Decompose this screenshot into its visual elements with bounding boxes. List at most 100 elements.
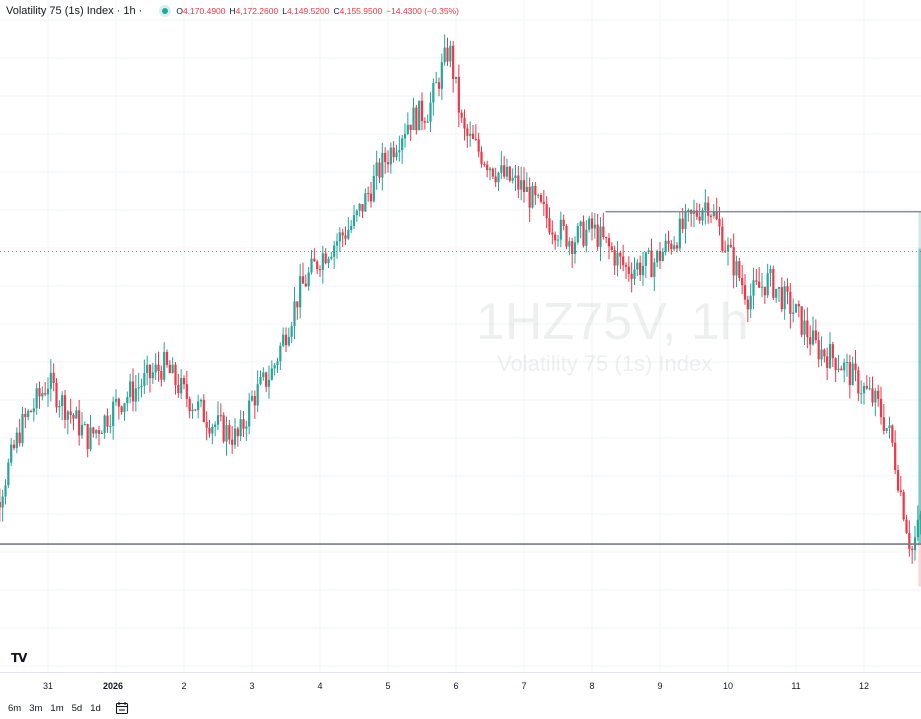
candle-body xyxy=(205,422,208,428)
candle-body xyxy=(616,252,619,266)
candle-body xyxy=(279,345,282,362)
candle-body xyxy=(701,210,704,221)
candle-body xyxy=(429,102,432,122)
candle-body xyxy=(622,256,625,266)
candle-body xyxy=(709,215,713,217)
candle-body xyxy=(772,268,775,298)
candle-body xyxy=(554,234,557,241)
candle-body xyxy=(775,288,778,298)
candle-body xyxy=(874,390,877,403)
candle-body xyxy=(137,387,140,389)
candle-body xyxy=(95,430,98,434)
candle-body xyxy=(242,419,245,429)
time-axis-tick-label: 2026 xyxy=(102,681,124,691)
time-axis-tick-label: 5 xyxy=(385,681,391,691)
candle-body xyxy=(763,286,766,296)
candle-body xyxy=(531,185,534,208)
candle-body xyxy=(63,395,67,420)
candle-body xyxy=(364,193,367,212)
candle-body xyxy=(911,548,914,551)
candle-body xyxy=(86,424,89,450)
candle-body xyxy=(310,258,313,273)
candle-body xyxy=(239,419,242,437)
candle-body xyxy=(741,277,744,286)
candle-body xyxy=(330,256,333,259)
candle-body xyxy=(483,164,486,166)
candle-body xyxy=(276,361,279,366)
candle-body xyxy=(525,186,528,192)
candle-body xyxy=(344,235,347,239)
timeframe-1d-button[interactable]: 1d xyxy=(90,702,101,714)
symbol-title[interactable]: Volatility 75 (1s) Index · 1h · xyxy=(6,5,143,17)
candle-body xyxy=(800,306,803,335)
candle-body xyxy=(75,410,78,419)
candle-body xyxy=(24,413,27,418)
candle-body xyxy=(199,399,203,402)
ohlc-change: −14.4300 (−0.35%) xyxy=(386,6,459,16)
candle-body xyxy=(681,218,684,230)
candle-body xyxy=(602,226,605,238)
watermark-symbol: 1HZ75V, 1h xyxy=(476,293,749,351)
candle-body xyxy=(163,351,166,380)
candle-body xyxy=(154,364,157,373)
candle-body xyxy=(457,76,460,113)
candle-body xyxy=(588,218,591,230)
timeframe-5d-button[interactable]: 5d xyxy=(71,702,83,714)
candle-body xyxy=(877,390,880,399)
candle-body xyxy=(151,372,154,379)
candle-body xyxy=(395,152,398,158)
tradingview-logo-icon[interactable]: TV xyxy=(11,651,28,665)
candle-body xyxy=(539,194,543,202)
candle-body xyxy=(443,47,446,63)
calendar-range-icon[interactable] xyxy=(115,701,129,715)
candle-body xyxy=(726,244,730,252)
candle-body xyxy=(296,301,299,308)
candle-body xyxy=(882,417,885,431)
candle-body xyxy=(324,253,327,264)
candle-body xyxy=(860,393,863,395)
candle-body xyxy=(834,358,837,371)
timeframe-1m-button[interactable]: 1m xyxy=(50,702,64,714)
candle-body xyxy=(610,246,613,251)
candle-body xyxy=(129,381,132,398)
candle-body xyxy=(46,388,50,395)
candle-body xyxy=(885,428,888,431)
candle-body xyxy=(579,221,582,227)
candle-body xyxy=(253,396,256,406)
candle-body xyxy=(202,399,205,423)
candle-body xyxy=(803,320,806,335)
candle-body xyxy=(729,244,732,248)
candle-body xyxy=(596,224,599,247)
candle-body xyxy=(49,372,52,389)
time-axis[interactable]: 31 2026 2 3 4 5 6 7 8 9 10 11 12 xyxy=(0,672,921,697)
candle-body xyxy=(109,425,112,427)
candle-body xyxy=(811,330,815,345)
candle-body xyxy=(182,377,186,385)
candle-body xyxy=(446,47,449,62)
profit-zone xyxy=(918,211,921,545)
watermark-name: Volatility 75 (1s) Index xyxy=(497,351,713,376)
candle-body xyxy=(103,415,106,433)
candle-body xyxy=(508,166,511,181)
candle-body xyxy=(449,45,452,62)
candle-body xyxy=(126,397,129,404)
candle-body xyxy=(746,299,749,310)
candle-body xyxy=(868,388,871,390)
timeframe-6m-button[interactable]: 6m xyxy=(8,702,22,714)
candle-body xyxy=(486,164,489,171)
candle-body xyxy=(372,175,375,202)
candle-body xyxy=(477,139,480,152)
candle-body xyxy=(248,400,251,427)
candle-body xyxy=(146,364,149,374)
candle-body xyxy=(160,370,163,380)
candle-body xyxy=(548,218,551,233)
candle-body xyxy=(338,232,341,242)
candle-body xyxy=(735,261,738,276)
candle-body xyxy=(670,243,673,250)
candle-body xyxy=(92,427,95,434)
candlestick-chart[interactable] xyxy=(0,0,921,672)
timeframe-3m-button[interactable]: 3m xyxy=(29,702,43,714)
time-axis-tick-label: 8 xyxy=(589,681,595,691)
candle-body xyxy=(1,496,4,508)
candle-body xyxy=(367,193,370,195)
